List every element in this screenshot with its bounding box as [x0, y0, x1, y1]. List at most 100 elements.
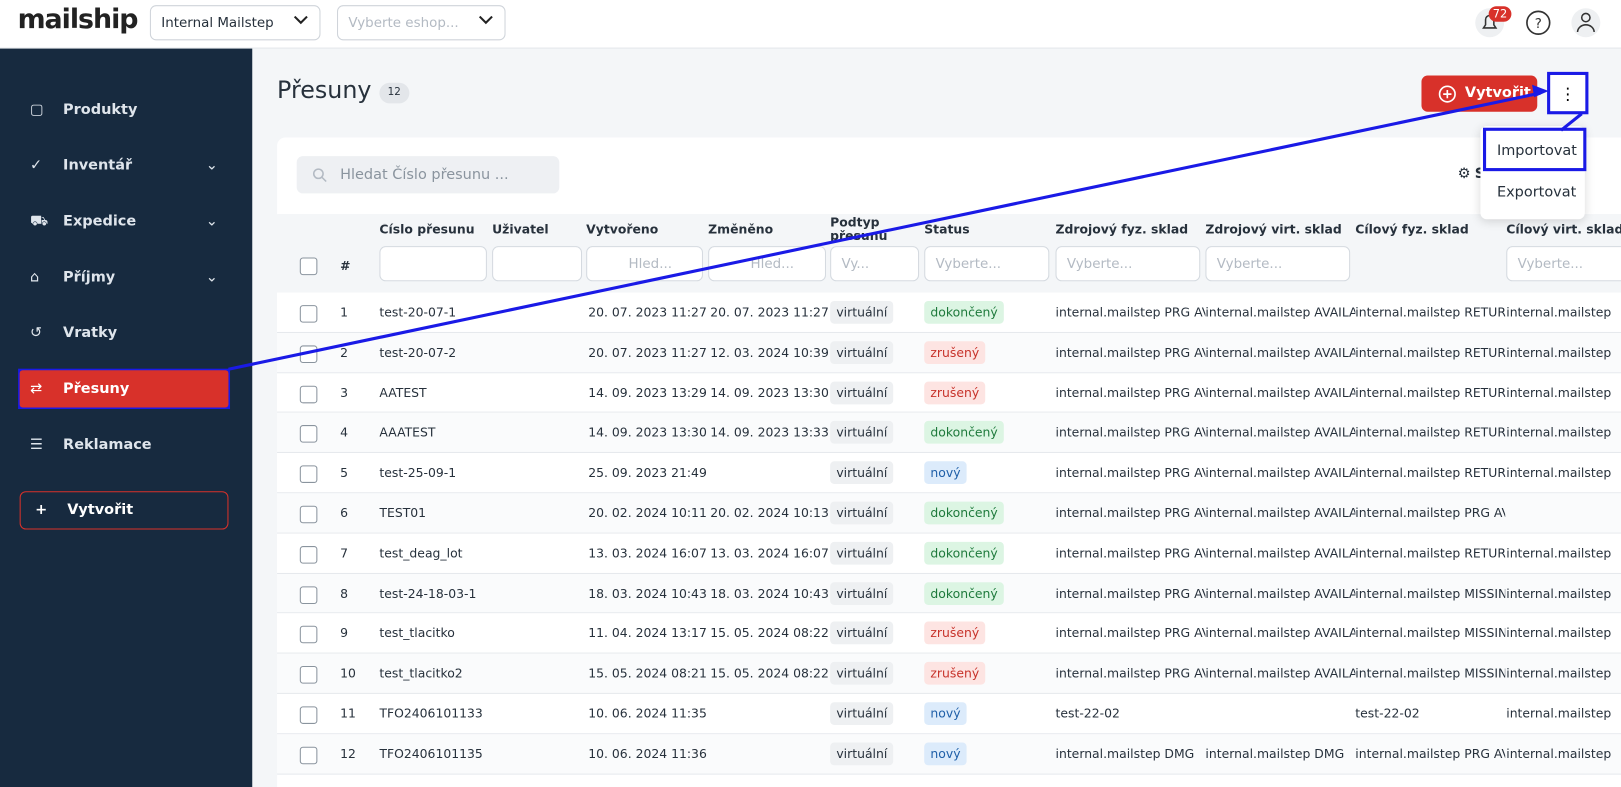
column-header: Číslo přesunu — [379, 223, 475, 237]
subtype-pill: virtuální — [830, 501, 894, 525]
filter-placeholder: Hled... — [628, 256, 673, 272]
nav-item[interactable]: Produkty ▢ — [20, 91, 229, 128]
table-cell: internal.mailstep AVAILAB — [1205, 666, 1356, 681]
table-cell: internal.mailstep PRG AVA — [1055, 345, 1206, 360]
table-cell: internal.mailstep PRG AVA — [1355, 746, 1506, 761]
nav-item[interactable]: Vratky ↺ — [20, 314, 229, 351]
table-cell: internal.mailstep PRG AVA — [1055, 305, 1206, 320]
row-checkbox[interactable] — [299, 706, 318, 724]
nav-item[interactable]: Expedice ⛟ ⌄ — [20, 203, 229, 240]
table-cell: 10. 06. 2024 11:36 — [588, 746, 707, 761]
row-checkbox[interactable] — [299, 425, 318, 444]
nav-item[interactable]: Příjmy ⌂ ⌄ — [20, 259, 229, 296]
dropdown-menu: Importovat Exportovat — [1480, 126, 1585, 220]
company-select[interactable]: Internal Mailstep — [149, 5, 321, 41]
nav-chevron: ⌄ — [205, 157, 218, 174]
menu-item[interactable]: Importovat — [1496, 142, 1577, 160]
nav-icon: ⇄ — [29, 380, 43, 398]
table-cell: 9 — [340, 626, 349, 641]
menu-item[interactable]: Exportovat — [1496, 184, 1577, 201]
table-cell: internal.mailstep RETURNS — [1355, 385, 1506, 400]
status-pill: dokončený — [924, 300, 1004, 324]
status-pill: zrušený — [924, 621, 986, 645]
table-cell: internal.mailstep — [1506, 465, 1612, 481]
column-filter[interactable]: Hled... — [708, 246, 827, 282]
table-cell: internal.mailstep RETURNS — [1355, 465, 1506, 481]
table-cell: internal.mailstep RETURNS — [1355, 425, 1506, 440]
filter-placeholder: Vy... — [841, 256, 870, 272]
column-filter[interactable]: Vyberte... — [1506, 246, 1621, 282]
header-icons: ? — [293, 8, 1601, 38]
column-header: Cílový fyz. sklad — [1355, 223, 1469, 237]
row-checkbox[interactable] — [299, 465, 318, 484]
row-checkbox[interactable] — [299, 746, 318, 765]
create-button-label: Vytvořit — [1464, 84, 1531, 102]
column-filter[interactable]: Vyberte... — [1055, 246, 1201, 282]
nav-icon: ↺ — [29, 324, 43, 342]
column-header: Uživatel — [492, 223, 549, 237]
status-pill: dokončený — [924, 501, 1004, 525]
filter-placeholder: Vyberte... — [1216, 256, 1283, 272]
table-cell: 6 — [340, 505, 349, 521]
column-header: Cílový virt. sklad — [1506, 223, 1621, 237]
plus-icon — [1438, 85, 1456, 103]
row-checkbox[interactable] — [299, 666, 318, 684]
nav-label: Inventář — [63, 157, 133, 174]
nav-item[interactable]: Inventář ✓ ⌄ — [20, 147, 229, 184]
table-cell: 12. 03. 2024 10:39 — [710, 345, 829, 360]
column-header: Status — [924, 223, 970, 237]
table-cell: test-20-07-1 — [379, 305, 457, 320]
row-checkbox[interactable] — [299, 626, 318, 644]
subtype-pill: virtuální — [830, 300, 894, 324]
table-cell: internal.mailstep — [1506, 305, 1612, 320]
table-cell: 25. 09. 2023 21:49 — [588, 465, 707, 481]
column-filter[interactable] — [379, 246, 487, 282]
header-checkbox[interactable] — [299, 257, 318, 276]
eshop-select[interactable]: Vyberte eshop... — [337, 5, 506, 41]
table-cell: internal.mailstep PRG AVA — [1055, 385, 1206, 400]
status-pill: nový — [924, 702, 967, 725]
table-cell: 4 — [340, 425, 349, 440]
table-cell: 15. 05. 2024 08:22 — [710, 666, 829, 681]
subtype-pill: virtuální — [830, 621, 894, 645]
page-title: Přesuny — [277, 77, 372, 105]
table-cell: 20. 07. 2023 11:27 — [588, 305, 707, 320]
subtype-pill: virtuální — [830, 421, 894, 445]
table-cell: internal.mailstep PRG AVA — [1055, 425, 1206, 440]
table-cell: internal.mailstep AVAILAB — [1205, 385, 1356, 400]
column-filter[interactable]: Vyberte... — [924, 246, 1050, 282]
table-cell: 11. 04. 2024 13:17 — [588, 626, 707, 641]
logo: mailship — [17, 4, 138, 36]
row-checkbox[interactable] — [299, 305, 318, 323]
table-cell: 8 — [340, 585, 349, 601]
sidebar-create[interactable]: Vytvořit + — [19, 491, 229, 530]
notification-badge: 72 — [1488, 6, 1512, 22]
column-header: # — [340, 259, 351, 274]
column-filter[interactable]: Vyberte... — [1205, 246, 1351, 282]
search-input[interactable]: Hledat Číslo přesunu ... — [296, 156, 560, 194]
row-checkbox[interactable] — [299, 545, 318, 564]
table-cell: internal.mailstep RETURNS — [1355, 305, 1506, 320]
status-pill: dokončený — [924, 581, 1004, 605]
column-filter[interactable]: Vy... — [830, 246, 920, 282]
table-cell: 20. 02. 2024 10:13 — [710, 505, 829, 521]
row-checkbox[interactable] — [299, 345, 318, 363]
table-cell: 7 — [340, 545, 349, 561]
row-checkbox[interactable] — [299, 505, 318, 524]
column-filter[interactable] — [492, 246, 583, 282]
table-cell: TFO2406101135 — [379, 746, 483, 761]
table-cell: internal.mailstep PRG AVA — [1055, 465, 1206, 481]
row-checkbox[interactable] — [299, 385, 318, 403]
table-cell: 14. 09. 2023 13:30 — [588, 425, 707, 440]
table-cell: 15. 05. 2024 08:22 — [710, 626, 829, 641]
row-checkbox[interactable] — [299, 585, 318, 604]
column-filter[interactable]: Hled... — [586, 246, 703, 282]
nav-chevron: ⌄ — [205, 213, 218, 230]
nav-item[interactable]: Přesuny ⇄ — [19, 370, 229, 408]
more-button[interactable]: ⋮ — [1548, 74, 1587, 113]
table-cell: 3 — [340, 385, 349, 400]
subtype-pill: virtuální — [830, 541, 894, 565]
subtype-pill: virtuální — [830, 742, 894, 766]
nav-item[interactable]: Reklamace ☰ — [20, 426, 229, 463]
table-cell: internal.mailstep — [1506, 345, 1612, 360]
